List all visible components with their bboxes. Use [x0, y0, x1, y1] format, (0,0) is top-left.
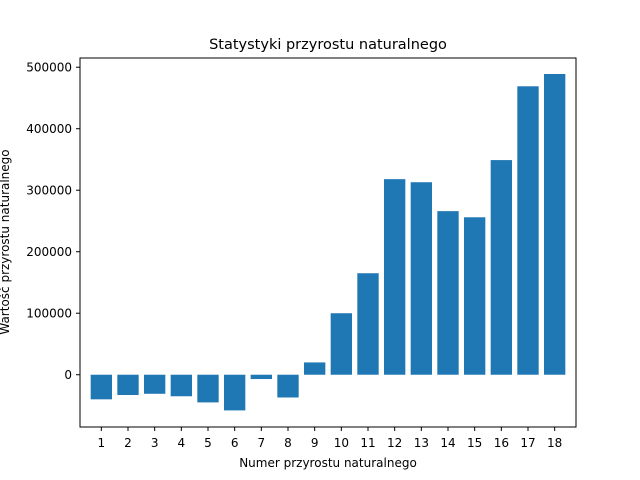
- y-axis: 0 100000 200000 300000 400000 500000: [26, 61, 80, 382]
- x-tick-label: 3: [151, 436, 159, 450]
- bar-3: [144, 374, 166, 394]
- x-tick-label: 1: [98, 436, 106, 450]
- bar-6: [224, 374, 246, 411]
- x-tick-label: 10: [334, 436, 349, 450]
- y-tick-label: 100000: [26, 307, 72, 321]
- bar-15: [464, 217, 486, 375]
- x-tick-label: 2: [124, 436, 132, 450]
- y-tick-label: 300000: [26, 184, 72, 198]
- x-tick-label: 15: [467, 436, 482, 450]
- bar-13: [410, 182, 432, 375]
- x-tick-label: 4: [178, 436, 186, 450]
- bar-5: [197, 374, 219, 403]
- x-tick-label: 9: [311, 436, 319, 450]
- y-tick-label: 0: [64, 368, 72, 382]
- y-tick-label: 200000: [26, 245, 72, 259]
- bar-9: [304, 362, 326, 375]
- bar-2: [117, 374, 139, 396]
- bars-group: [90, 73, 566, 411]
- bar-10: [330, 313, 352, 375]
- x-tick-label: 5: [204, 436, 212, 450]
- chart-title: Statystyki przyrostu naturalnego: [209, 37, 447, 53]
- y-tick-label: 400000: [26, 122, 72, 136]
- bar-12: [384, 179, 406, 375]
- bar-4: [170, 374, 192, 397]
- bar-16: [490, 160, 512, 375]
- bar-14: [437, 211, 459, 375]
- x-tick-label: 8: [284, 436, 292, 450]
- x-axis: 1 2 3 4 5 6 7 8 9 10 11 12 13 14 15 16 17 18: [98, 427, 562, 450]
- bar-18: [544, 73, 566, 375]
- x-tick-label: 12: [387, 436, 402, 450]
- x-tick-label: 6: [231, 436, 239, 450]
- x-tick-label: 7: [258, 436, 266, 450]
- x-tick-label: 14: [440, 436, 455, 450]
- y-axis-title: Wartość przyrostu naturalnego: [0, 149, 12, 334]
- plot-frame: [79, 57, 577, 428]
- x-tick-label: 11: [360, 436, 375, 450]
- bar-17: [517, 86, 539, 375]
- x-axis-title: Numer przyrostu naturalnego: [239, 456, 417, 470]
- y-tick-label: 500000: [26, 61, 72, 75]
- x-tick-label: 13: [414, 436, 429, 450]
- x-tick-label: 17: [520, 436, 535, 450]
- x-tick-label: 16: [494, 436, 509, 450]
- x-tick-label: 18: [547, 436, 562, 450]
- bar-7: [250, 374, 272, 380]
- bar-1: [90, 374, 112, 400]
- bar-11: [357, 273, 379, 375]
- bar-8: [277, 374, 299, 398]
